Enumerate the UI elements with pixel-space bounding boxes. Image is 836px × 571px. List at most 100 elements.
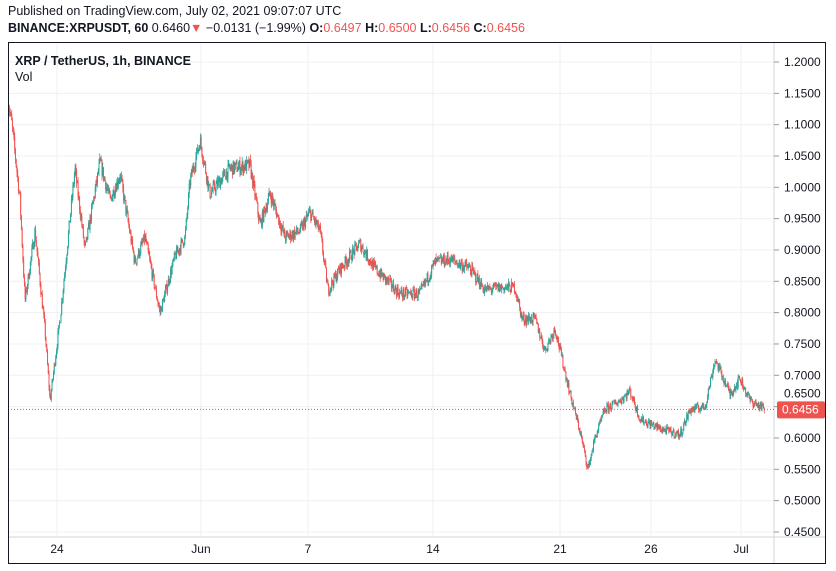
candle-up bbox=[759, 405, 761, 410]
candle-down bbox=[156, 297, 158, 301]
candle-down bbox=[314, 218, 316, 223]
candle-down bbox=[457, 263, 459, 268]
candle-down bbox=[470, 271, 472, 276]
candle-down bbox=[258, 213, 260, 221]
x-tick-label: Jul bbox=[733, 542, 748, 556]
candle-down bbox=[310, 209, 312, 221]
candle-down bbox=[126, 209, 128, 213]
candle-down bbox=[135, 262, 137, 264]
candle-down bbox=[393, 282, 395, 291]
candle-up bbox=[231, 165, 233, 168]
candle-down bbox=[286, 232, 288, 234]
candle-down bbox=[141, 241, 143, 243]
candle-up bbox=[383, 274, 385, 280]
candle-up bbox=[271, 195, 273, 204]
candle-up bbox=[750, 397, 752, 401]
candle-down bbox=[204, 161, 206, 164]
candle-down bbox=[566, 379, 568, 387]
candle-down bbox=[537, 323, 539, 333]
candle-down bbox=[627, 391, 629, 395]
candle-down bbox=[47, 364, 49, 374]
candle-down bbox=[399, 291, 401, 293]
candle-up bbox=[678, 434, 680, 438]
candle-up bbox=[607, 404, 609, 406]
candle-down bbox=[472, 265, 474, 269]
price-chart[interactable]: 1.2000 1.1500 1.1000 1.0500 1.0000 0.9500 0.90… bbox=[8, 42, 826, 564]
candle-up bbox=[142, 241, 144, 243]
candle-down bbox=[284, 230, 286, 238]
candle-down bbox=[153, 274, 155, 288]
candle-up bbox=[88, 223, 90, 229]
y-tick-label: 0.6500 bbox=[784, 386, 821, 400]
candle-down bbox=[490, 287, 492, 289]
candle-down bbox=[549, 339, 551, 342]
candle-up bbox=[302, 221, 304, 230]
candle-down bbox=[225, 176, 227, 180]
candle-down bbox=[669, 427, 671, 430]
candle-down bbox=[373, 261, 375, 264]
candle-up bbox=[211, 190, 213, 192]
candle-up bbox=[118, 179, 120, 183]
candle-up bbox=[471, 265, 473, 276]
candle-up bbox=[713, 367, 715, 372]
candle-down bbox=[535, 315, 537, 319]
candle-down bbox=[178, 250, 180, 253]
candle-up bbox=[243, 165, 245, 173]
candle-down bbox=[397, 287, 399, 294]
candle-down bbox=[16, 166, 18, 173]
candle-down bbox=[312, 211, 314, 217]
candle-down bbox=[656, 423, 658, 429]
candle-up bbox=[344, 256, 346, 267]
candle-down bbox=[625, 394, 627, 399]
candle-up bbox=[499, 284, 501, 292]
candle-down bbox=[649, 422, 651, 428]
candle-up bbox=[682, 429, 684, 433]
candle-up bbox=[167, 286, 169, 293]
candle-down bbox=[202, 155, 204, 161]
candle-down bbox=[78, 196, 80, 198]
candle-down bbox=[748, 394, 750, 398]
candle-down bbox=[129, 232, 131, 234]
candle-down bbox=[473, 271, 475, 273]
candle-up bbox=[450, 255, 452, 262]
candle-down bbox=[664, 428, 666, 431]
candle-up bbox=[428, 280, 430, 283]
candle-up bbox=[357, 247, 359, 251]
candle-up bbox=[249, 159, 251, 168]
candle-down bbox=[641, 418, 643, 422]
candle-up bbox=[594, 435, 596, 441]
candle-up bbox=[336, 277, 338, 282]
candle-down bbox=[509, 285, 511, 292]
candle-up bbox=[381, 274, 383, 276]
candle-down bbox=[605, 410, 607, 413]
candle-up bbox=[544, 346, 546, 348]
candle-up bbox=[741, 378, 743, 385]
candle-down bbox=[366, 249, 368, 261]
candle-down bbox=[475, 273, 477, 282]
candle-up bbox=[557, 337, 559, 340]
candle-down bbox=[168, 278, 170, 283]
candle-up bbox=[621, 398, 623, 404]
candle-down bbox=[629, 388, 631, 390]
candle-up bbox=[457, 264, 459, 268]
candle-down bbox=[447, 254, 449, 261]
candle-up bbox=[237, 166, 239, 171]
candle-down bbox=[191, 169, 193, 174]
candle-up bbox=[316, 223, 318, 225]
candle-down bbox=[17, 172, 19, 178]
candle-up bbox=[463, 265, 465, 270]
candle-up bbox=[666, 426, 668, 434]
candle-down bbox=[651, 422, 653, 426]
candle-up bbox=[550, 336, 552, 342]
candle-up bbox=[359, 239, 361, 241]
candle-up bbox=[431, 265, 433, 275]
candle-up bbox=[707, 388, 709, 397]
candle-up bbox=[659, 426, 661, 429]
high-value: 0.6500 bbox=[378, 21, 417, 35]
candle-down bbox=[11, 113, 13, 121]
candle-down bbox=[391, 287, 393, 289]
candle-down bbox=[670, 429, 672, 433]
candle-down bbox=[515, 293, 517, 295]
candle-up bbox=[718, 364, 720, 371]
candle-up bbox=[408, 292, 410, 293]
